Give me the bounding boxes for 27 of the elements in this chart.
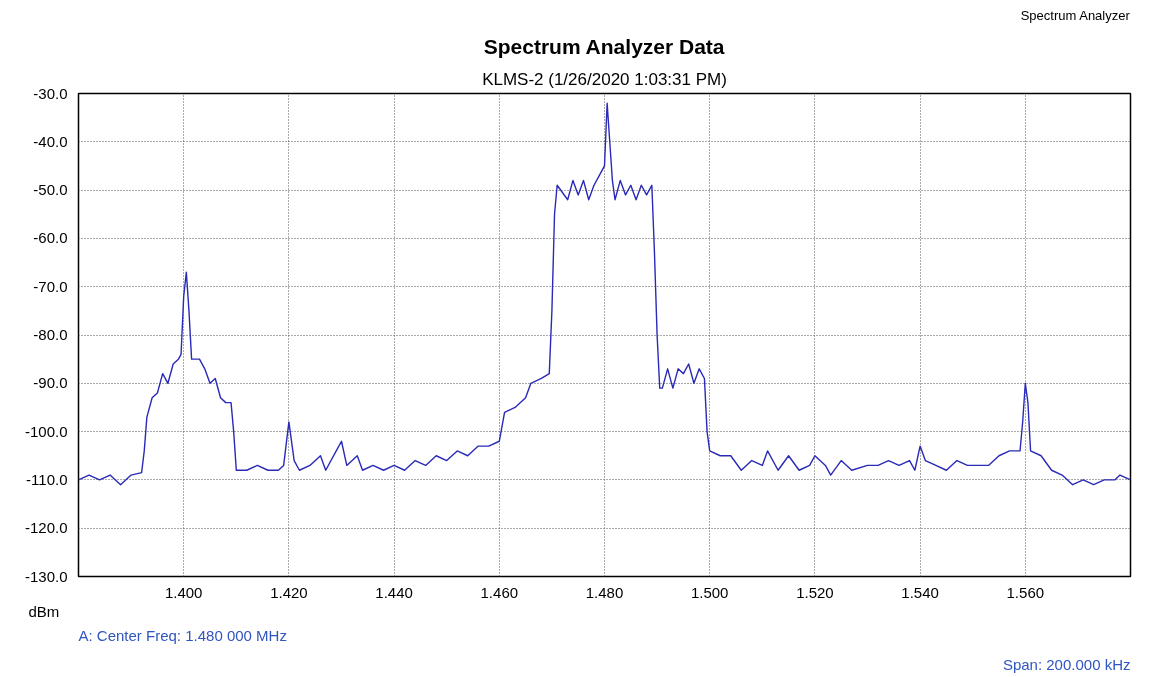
x-tick-label: 1.560 xyxy=(1006,583,1045,601)
x-tick-label: 1.480 xyxy=(585,583,624,601)
x-tick-label: 1.400 xyxy=(164,583,203,601)
y-tick-label: -130.0 xyxy=(24,567,68,585)
y-tick-label: -60.0 xyxy=(33,229,68,247)
x-tick-label: 1.440 xyxy=(375,583,413,601)
y-tick-label: -110.0 xyxy=(26,470,68,488)
chart-title: Spectrum Analyzer Data xyxy=(483,34,725,58)
x-tick-label: 1.540 xyxy=(901,583,939,601)
y-tick-label: -100.0 xyxy=(24,422,68,440)
text: A: Center Freq: 1.480 000 MHz xyxy=(78,626,287,644)
y-tick-label: -30.0 xyxy=(33,84,68,102)
y-tick-label: -120.0 xyxy=(24,519,68,537)
x-tick-label: 1.500 xyxy=(690,583,729,601)
chart-subtitle: KLMS-2 (1/26/2020 1:03:31 PM) xyxy=(482,69,727,89)
text: Span: 200.000 kHz xyxy=(1002,655,1131,673)
y-axis-title: dBm xyxy=(28,602,60,620)
y-tick-label: -40.0 xyxy=(33,132,68,150)
x-tick-label: 1.460 xyxy=(480,583,519,601)
y-tick-label: -50.0 xyxy=(33,181,68,199)
x-tick-label: 1.420 xyxy=(270,583,308,601)
y-tick-label: -70.0 xyxy=(33,277,68,295)
line-series xyxy=(78,102,1131,486)
text: Spectrum Analyzer xyxy=(1020,7,1131,23)
y-tick-label: -90.0 xyxy=(33,374,68,392)
x-tick-label: 1.520 xyxy=(796,583,834,601)
y-tick-label: -80.0 xyxy=(33,326,68,343)
